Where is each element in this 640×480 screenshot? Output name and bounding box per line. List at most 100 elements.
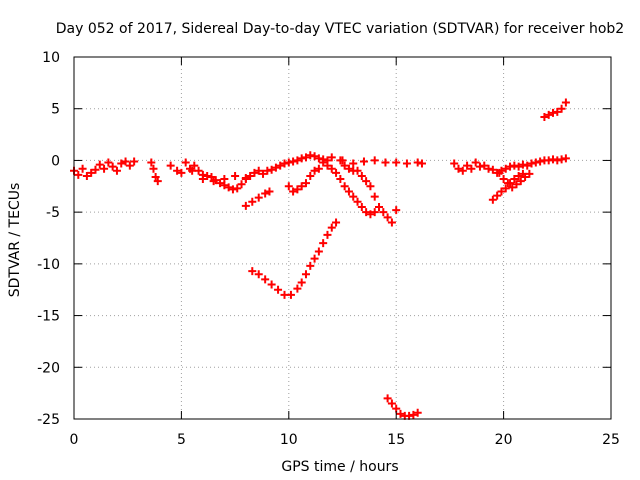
data-point — [362, 177, 371, 186]
data-point — [544, 110, 553, 119]
data-point — [366, 182, 375, 191]
x-axis-title: GPS time / hours — [281, 459, 398, 475]
data-point — [224, 183, 233, 192]
data-point — [340, 182, 349, 191]
data-point — [514, 162, 523, 171]
series-seg9 — [336, 156, 401, 227]
data-point — [286, 290, 295, 299]
data-point — [549, 155, 558, 164]
data-point — [220, 175, 229, 184]
x-tick-label: 0 — [70, 432, 79, 448]
data-point — [233, 184, 242, 193]
data-point — [353, 197, 362, 206]
series-seg4 — [188, 166, 250, 186]
data-point — [267, 280, 276, 289]
data-point — [370, 156, 379, 165]
y-tick-label: -10 — [37, 257, 60, 273]
y-tick-label: 0 — [51, 153, 60, 169]
data-point — [259, 169, 268, 178]
data-point — [319, 158, 328, 167]
data-point — [261, 189, 270, 198]
data-point — [332, 218, 341, 227]
data-point — [553, 107, 562, 116]
data-point — [117, 159, 126, 168]
data-point — [357, 171, 366, 180]
data-point — [293, 284, 302, 293]
series-seg3 — [166, 151, 332, 194]
data-point — [297, 278, 306, 287]
axis-ticks: 0 5 10 15 20 25 -25 -20 -15 -10 -5 0 5 10 — [37, 50, 620, 448]
data-point — [147, 158, 156, 167]
data-point — [379, 208, 388, 217]
data-point — [151, 172, 160, 181]
data-point — [383, 213, 392, 222]
data-point — [284, 182, 293, 191]
series-seg2 — [147, 158, 162, 186]
data-point — [112, 166, 121, 175]
data-point — [306, 151, 315, 160]
series-seg11 — [383, 394, 422, 420]
data-point — [310, 254, 319, 263]
data-point — [549, 108, 558, 117]
series-seg5 — [241, 187, 274, 210]
data-point — [516, 177, 525, 186]
data-point — [82, 171, 91, 180]
data-point — [387, 399, 396, 408]
x-tick-label: 5 — [177, 432, 186, 448]
data-point — [284, 158, 293, 167]
data-point — [340, 161, 349, 170]
data-point — [188, 166, 197, 175]
plot-frame — [73, 56, 612, 420]
data-point — [231, 171, 240, 180]
data-point — [246, 171, 255, 180]
data-point — [237, 180, 246, 189]
data-point — [241, 201, 250, 210]
data-point — [544, 156, 553, 165]
data-point — [271, 163, 280, 172]
data-point — [261, 275, 270, 284]
data-point — [396, 409, 405, 418]
grid-lines — [74, 57, 611, 419]
data-point — [293, 185, 302, 194]
y-tick-label: 10 — [42, 50, 60, 66]
data-point — [228, 185, 237, 194]
data-point — [104, 158, 113, 167]
data-point — [557, 104, 566, 113]
data-point — [510, 161, 519, 170]
data-point — [536, 157, 545, 166]
data-point — [387, 218, 396, 227]
data-point — [392, 158, 401, 167]
data-point — [306, 171, 315, 180]
data-point — [274, 285, 283, 294]
data-point — [503, 179, 512, 188]
data-point — [177, 168, 186, 177]
data-point — [471, 158, 480, 167]
data-point — [301, 179, 310, 188]
data-point — [250, 168, 259, 177]
data-point — [370, 208, 379, 217]
data-point — [344, 164, 353, 173]
data-point — [525, 169, 534, 178]
data-point — [521, 172, 530, 181]
data-point — [190, 161, 199, 170]
data-point — [557, 155, 566, 164]
data-point — [392, 206, 401, 215]
data-point — [375, 202, 384, 211]
data-point — [327, 223, 336, 232]
x-tick-label: 20 — [495, 432, 513, 448]
y-tick-label: -25 — [37, 412, 60, 428]
data-point — [289, 187, 298, 196]
data-point — [413, 158, 422, 167]
data-point — [450, 159, 459, 168]
data-point — [297, 182, 306, 191]
x-tick-label: 15 — [387, 432, 405, 448]
data-point — [254, 193, 263, 202]
data-point — [327, 153, 336, 162]
data-point — [514, 171, 523, 180]
data-point — [314, 164, 323, 173]
data-point — [289, 157, 298, 166]
data-point — [310, 152, 319, 161]
data-point — [458, 166, 467, 175]
data-point — [475, 162, 484, 171]
